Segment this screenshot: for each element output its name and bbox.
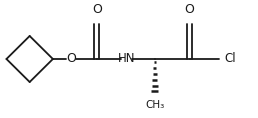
Text: O: O [92,3,102,16]
Text: O: O [185,3,195,16]
Text: O: O [66,53,76,65]
Text: CH₃: CH₃ [145,100,164,110]
Text: HN: HN [118,53,135,65]
Text: Cl: Cl [224,53,236,65]
